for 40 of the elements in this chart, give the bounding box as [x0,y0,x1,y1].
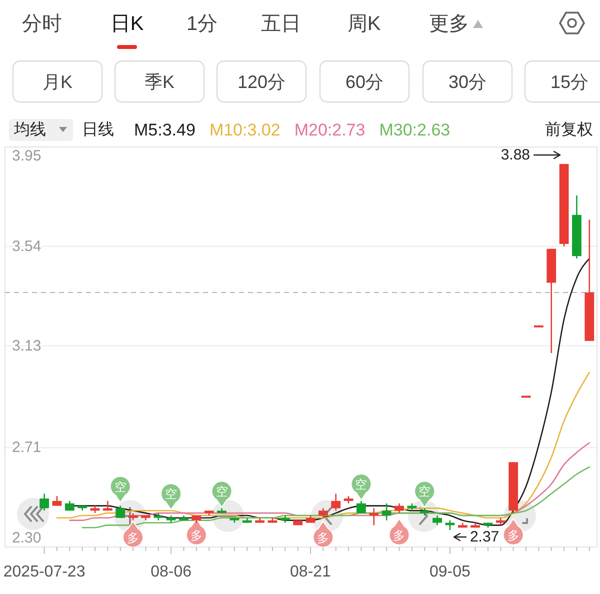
text: M30:2.63 [379,120,450,140]
text: 更多 [429,13,469,35]
data-label: 空 [355,477,368,492]
text: 60分 [345,72,384,92]
annotation: 3.88 [500,146,530,164]
data-label: 多 [317,530,330,545]
x-tick-label: 08-06 [150,564,192,580]
y-tick-label: 2.30 [12,530,42,546]
x-tick-label: 08-21 [290,564,332,580]
text: 15分 [550,72,589,92]
data-label: 空 [418,484,431,499]
text: 周K [347,13,382,35]
text: 季K [144,72,175,92]
x-tick-label: 09-05 [429,564,471,580]
data-label: 多 [127,530,140,545]
text: 日K [110,13,144,35]
text: 五日 [261,13,301,35]
text: M20:2.73 [294,120,366,140]
data-label: 多 [190,528,202,542]
data-label: 多 [393,528,406,542]
text: 日线 [82,120,114,138]
text: 前复权 [545,120,593,138]
text: 均线 [13,120,46,138]
data-label: 空 [216,484,228,499]
text: 分时 [22,13,62,35]
text: 30分 [448,72,487,92]
y-tick-label: 3.13 [12,337,42,354]
y-tick-label: 3.54 [12,238,42,255]
data-label: 多 [507,528,520,542]
text: 120分 [237,72,286,92]
x-tick-label: 2025-07-23 [3,564,86,580]
y-tick-label: 2.71 [12,439,42,456]
data-label: 空 [165,487,178,502]
text: 1分 [186,13,218,35]
data-label: 空 [114,480,126,494]
y-tick-label: 3.95 [12,148,42,164]
text: 月K [42,72,73,92]
text: M10:3.02 [209,120,280,140]
text: M5:3.49 [134,120,196,140]
annotation: 2.37 [470,528,500,546]
